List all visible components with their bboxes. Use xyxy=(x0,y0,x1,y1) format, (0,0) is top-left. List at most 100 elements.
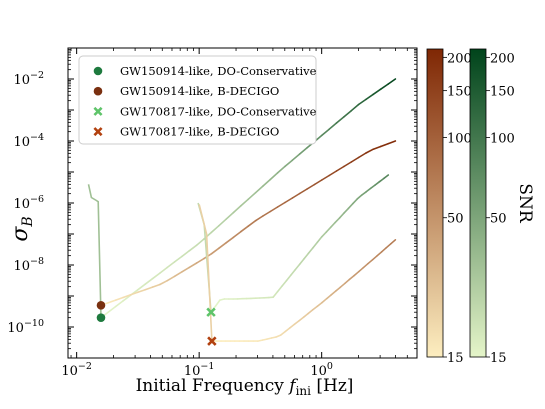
series-line-segment xyxy=(379,142,389,148)
axes-layer: 10−2 10−1 100 10−10 10−8 10−6 10−4 10−2 xyxy=(7,47,418,379)
series-line-segment xyxy=(114,300,124,308)
y-tick-label: 10−6 xyxy=(13,194,44,212)
series-line-segment xyxy=(343,109,353,118)
axis-titles: Initial Frequency fini [Hz] σB xyxy=(8,216,353,398)
series-line-segment xyxy=(338,212,345,219)
series-line-segment xyxy=(289,323,296,329)
series-line-segment xyxy=(210,247,220,255)
series-line-segment xyxy=(303,252,310,260)
series-line-segment xyxy=(262,210,272,217)
series-line-segment xyxy=(122,294,132,299)
series-line-segment xyxy=(272,290,279,299)
series-line-segment xyxy=(247,191,257,201)
series-line-segment xyxy=(372,145,382,150)
series-line-segment xyxy=(320,174,331,181)
series-line-segment xyxy=(240,198,249,207)
series-line-segment xyxy=(137,283,146,291)
series-line-segment xyxy=(188,244,198,252)
series-line-segment xyxy=(129,291,139,296)
marker-circle-0 xyxy=(96,313,106,322)
series-line-segment xyxy=(181,250,191,258)
series-line-segment xyxy=(389,239,397,245)
series-line-segment xyxy=(379,83,389,90)
series-line-segment xyxy=(181,266,191,273)
series-line-segment xyxy=(122,294,132,302)
colorbar-tick-label: 15 xyxy=(490,351,507,366)
series-line-segment xyxy=(302,312,310,318)
colorbar-tick-label: 100 xyxy=(447,132,472,147)
series-line-segment xyxy=(365,148,375,154)
series-line-segment xyxy=(385,243,392,249)
series-line-segment xyxy=(298,147,308,155)
series-line-segment xyxy=(356,194,363,200)
series-line-segment xyxy=(357,266,365,273)
series-line-segment xyxy=(225,211,235,220)
series-line-segment xyxy=(107,305,117,313)
series-line-segment xyxy=(307,247,314,255)
series-line-segment xyxy=(107,299,117,304)
series-line-segment xyxy=(291,153,301,161)
series-line-segment xyxy=(195,238,205,246)
series-line-segment xyxy=(159,279,168,286)
series-3 xyxy=(198,204,397,342)
legend-entry-label: GW150914-like, DO-Conservative xyxy=(120,64,317,78)
series-line-segment xyxy=(254,215,264,222)
series-line-segment xyxy=(298,316,305,322)
series-line-segment xyxy=(293,319,300,326)
legend-marker-x xyxy=(93,106,103,116)
series-line-segment xyxy=(279,330,287,336)
series-line-segment xyxy=(360,191,368,196)
series-line-segment xyxy=(311,305,319,311)
series-line-segment xyxy=(372,88,382,96)
series-line-segment xyxy=(294,263,301,271)
colorbar-tick-label: 150 xyxy=(447,85,472,100)
series-line-segment xyxy=(357,98,367,106)
series-line-segment xyxy=(348,274,355,281)
series-line-segment xyxy=(151,283,161,288)
series-line-segment xyxy=(114,296,124,301)
series-line-segment xyxy=(334,286,342,292)
series-line-segment xyxy=(276,165,286,174)
legend-marker-circle xyxy=(93,66,103,76)
series-line-segment xyxy=(284,197,294,204)
series-line-segment xyxy=(173,255,183,263)
series-line-segment xyxy=(210,225,220,234)
series-line-segment xyxy=(343,207,350,214)
series-line-segment xyxy=(218,218,227,227)
series-line-segment xyxy=(387,140,397,145)
series-line-segment xyxy=(383,174,390,180)
series-line-segment xyxy=(371,255,378,261)
legend-entry-label: GW150914-like, B-DECIGO xyxy=(120,84,279,98)
colorbar-B-DECIGO xyxy=(426,48,444,358)
series-line-segment xyxy=(365,93,375,101)
colorbar-tick-label: 50 xyxy=(447,212,464,227)
series-line-segment xyxy=(291,192,301,199)
series-line-segment xyxy=(335,165,345,172)
series-line-segment xyxy=(218,242,227,250)
series-line-segment xyxy=(320,231,328,238)
colorbar-tick-label: 150 xyxy=(490,85,515,100)
marker-x-3 xyxy=(207,336,217,346)
series-line-segment xyxy=(298,257,305,266)
y-tick-label: 10−2 xyxy=(13,70,44,88)
colorbar-tick-label: 15 xyxy=(447,351,464,366)
series-line-segment xyxy=(316,301,323,308)
series-line-segment xyxy=(330,290,337,296)
series-line-segment xyxy=(254,185,264,194)
y-tick-label: 10−8 xyxy=(13,256,44,274)
series-line-segment xyxy=(320,128,331,137)
series-line-segment xyxy=(307,308,314,315)
series-line-segment xyxy=(284,159,294,168)
series-line-segment xyxy=(269,206,279,213)
series-line-segment xyxy=(188,262,198,269)
series-line-segment xyxy=(151,272,161,280)
series-line-segment xyxy=(350,103,360,112)
x-tick-label: 10−1 xyxy=(184,361,215,379)
series-line-segment xyxy=(343,161,353,168)
series-line-segment xyxy=(334,217,341,224)
colorbar-title: SNR xyxy=(515,183,535,224)
series-line-segment xyxy=(298,188,308,195)
y-axis-title: σB xyxy=(8,216,36,241)
legend-marker-x xyxy=(93,127,103,137)
